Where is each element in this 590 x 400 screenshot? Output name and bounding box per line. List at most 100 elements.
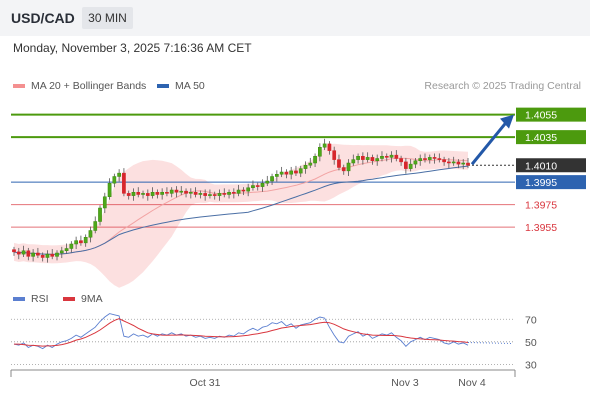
candle: [198, 190, 203, 199]
candle-body: [370, 157, 375, 161]
candle-body: [50, 253, 55, 257]
candle-body: [413, 160, 418, 165]
candle: [322, 138, 327, 151]
candle: [351, 154, 356, 166]
candle: [64, 243, 69, 254]
candle-body: [274, 174, 279, 177]
candle: [270, 173, 274, 185]
candle: [303, 161, 308, 174]
candle: [279, 166, 284, 178]
candle-body: [212, 194, 217, 196]
candle-body: [461, 162, 466, 165]
candle-body: [356, 156, 360, 160]
candle-body: [279, 171, 284, 175]
candle: [40, 252, 45, 262]
bollinger-label: MA 20 + Bollinger Bands: [31, 80, 147, 92]
candle-body: [79, 240, 83, 244]
candle: [337, 154, 341, 171]
instrument-name: USD/CAD: [11, 10, 75, 26]
candle: [184, 188, 188, 198]
candle-body: [427, 157, 432, 160]
candle-body: [131, 192, 136, 196]
candle-body: [16, 251, 21, 255]
candle: [466, 157, 470, 169]
moving-averages: [13, 157, 469, 255]
candle-body: [36, 252, 40, 256]
candle-body: [150, 192, 155, 196]
candle-body: [160, 192, 164, 195]
candle: [289, 166, 294, 180]
candle-body: [40, 255, 45, 258]
level-tag-0: [516, 107, 586, 122]
candle-body: [318, 147, 322, 157]
rsi-forecast-line: [467, 341, 513, 345]
timeframe-button[interactable]: 30 MIN: [82, 7, 133, 29]
candle-body: [255, 185, 260, 187]
candle-body: [437, 158, 442, 160]
candle: [122, 168, 126, 197]
candle: [241, 187, 246, 196]
candle-body: [59, 250, 64, 254]
candle-body: [188, 192, 193, 194]
level-lines: [11, 113, 515, 228]
candle-body: [361, 156, 365, 160]
candle: [399, 155, 403, 166]
candle: [432, 153, 437, 164]
candle-body: [227, 192, 231, 195]
legend-rsi: RSI: [13, 293, 49, 305]
candle-body: [456, 161, 461, 165]
candle-body: [327, 143, 332, 151]
candle: [59, 246, 64, 259]
forecast-arrow: [470, 114, 514, 166]
candle-body: [246, 187, 251, 192]
candle: [308, 157, 313, 169]
candle-body: [308, 162, 313, 166]
candle-body: [423, 158, 427, 160]
candle: [370, 154, 375, 165]
candle-body: [322, 143, 327, 148]
candle: [165, 187, 169, 197]
rsi-panel: 70 50 30: [11, 313, 537, 371]
candle: [222, 188, 227, 198]
candles: [12, 138, 470, 263]
candle: [227, 189, 231, 199]
candle: [294, 165, 298, 176]
candle-body: [451, 161, 456, 164]
candle-body: [294, 170, 298, 174]
candle-body: [298, 168, 303, 174]
candle-body: [83, 237, 88, 244]
candle-body: [236, 189, 241, 194]
rsi-line: [13, 313, 469, 350]
candle: [427, 154, 432, 164]
candle-body: [165, 192, 169, 194]
rsi-ma-label: 9MA: [81, 293, 103, 305]
candle-body: [466, 162, 470, 166]
candle: [265, 175, 270, 187]
legend-rsi-ma: 9MA: [63, 293, 103, 305]
candle: [69, 241, 74, 253]
ma50-swatch: [157, 84, 169, 88]
candle: [413, 157, 418, 169]
candle-body: [375, 158, 380, 161]
time-tick-label: Nov 4: [458, 377, 486, 389]
candle: [50, 249, 55, 260]
candle: [274, 170, 279, 182]
candle-body: [21, 250, 26, 255]
candle: [26, 247, 31, 261]
candle: [74, 236, 78, 250]
candle-body: [198, 193, 203, 195]
candle-body: [418, 158, 423, 161]
candle: [117, 169, 121, 182]
candle: [145, 189, 150, 201]
candle-body: [88, 230, 93, 238]
candle-body: [102, 196, 107, 209]
candle: [408, 159, 413, 172]
candle-body: [64, 248, 69, 251]
candle-body: [260, 183, 265, 187]
candle: [217, 189, 222, 201]
candle: [203, 189, 208, 201]
candle: [150, 187, 155, 199]
candle-body: [231, 192, 236, 194]
candle: [169, 187, 174, 198]
